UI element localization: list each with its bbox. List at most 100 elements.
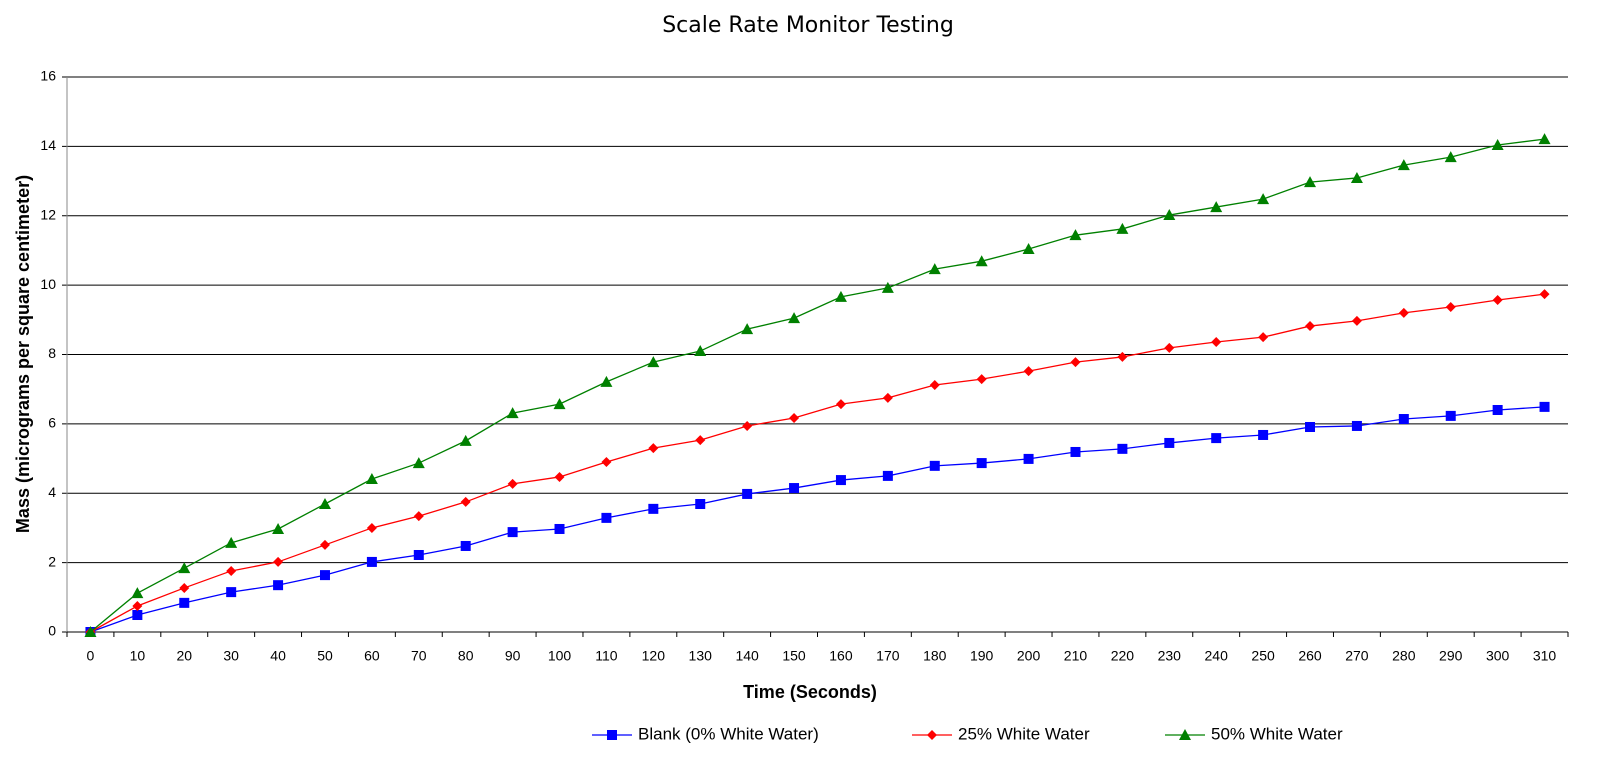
marker (1211, 433, 1222, 444)
marker (554, 523, 565, 534)
marker (600, 375, 613, 387)
marker (648, 503, 659, 514)
marker (1164, 342, 1175, 353)
marker (273, 580, 284, 591)
marker (1069, 229, 1082, 241)
marker (179, 582, 190, 593)
marker (507, 478, 518, 489)
marker (975, 255, 988, 267)
marker (835, 475, 846, 486)
marker (882, 470, 893, 481)
marker (1398, 414, 1409, 425)
marker (1305, 421, 1316, 432)
marker (131, 587, 144, 599)
marker (1023, 366, 1034, 377)
marker (507, 527, 518, 538)
marker (1116, 222, 1129, 234)
marker (1492, 405, 1503, 415)
marker (601, 512, 612, 523)
x-tick-label: 10 (130, 648, 146, 664)
x-tick-label: 110 (595, 648, 618, 664)
marker (788, 312, 801, 324)
marker (1491, 138, 1504, 150)
x-tick-label: 60 (364, 648, 380, 664)
x-tick-label: 50 (317, 648, 333, 664)
legend-label: Blank (0% White Water) (638, 724, 819, 743)
x-tick-label: 30 (223, 648, 239, 664)
marker (412, 457, 425, 469)
marker (648, 443, 659, 454)
x-tick-label: 0 (87, 648, 95, 664)
marker (929, 380, 940, 391)
marker (318, 498, 331, 510)
marker (607, 730, 617, 740)
marker (1257, 193, 1270, 205)
marker (1117, 443, 1128, 454)
x-tick-label: 90 (505, 648, 521, 664)
marker (506, 407, 519, 419)
marker (1351, 315, 1362, 326)
marker (1304, 176, 1317, 188)
y-axis-title: Mass (micrograms per square centimeter) (13, 175, 33, 533)
marker (647, 356, 660, 368)
x-tick-label: 20 (176, 648, 192, 664)
marker (1444, 151, 1457, 163)
y-tick-label: 12 (40, 206, 56, 222)
marker (1539, 401, 1550, 412)
marker (366, 522, 377, 533)
marker (225, 536, 238, 548)
x-tick-label: 70 (411, 648, 427, 664)
marker (1397, 159, 1410, 171)
series-line (90, 138, 1545, 633)
marker (226, 587, 237, 598)
marker (741, 323, 754, 335)
marker (460, 496, 471, 507)
marker (1538, 133, 1551, 145)
y-tick-label: 14 (40, 137, 56, 153)
x-tick-label: 210 (1064, 648, 1088, 664)
marker (928, 263, 941, 275)
marker (1022, 243, 1035, 255)
marker (1351, 420, 1362, 431)
y-tick-label: 8 (48, 345, 56, 361)
x-tick-label: 160 (829, 648, 853, 664)
marker (927, 730, 937, 740)
marker (84, 626, 97, 637)
marker (882, 392, 893, 403)
marker (132, 610, 143, 621)
x-tick-label: 80 (458, 648, 474, 664)
x-tick-label: 150 (782, 648, 806, 664)
x-tick-label: 140 (735, 648, 759, 664)
marker (1305, 321, 1316, 332)
marker (695, 435, 706, 446)
chart-title: Scale Rate Monitor Testing (662, 13, 954, 38)
marker (1539, 289, 1550, 300)
marker (319, 539, 330, 550)
y-tick-label: 2 (48, 553, 56, 569)
x-tick-label: 120 (642, 648, 666, 664)
marker (929, 460, 940, 471)
marker (742, 420, 753, 431)
marker (1398, 307, 1409, 318)
marker (976, 374, 987, 385)
x-tick-label: 170 (876, 648, 900, 664)
marker (226, 565, 237, 576)
marker (132, 600, 143, 611)
x-tick-label: 180 (923, 648, 947, 664)
marker (976, 458, 987, 469)
y-tick-label: 10 (40, 276, 56, 292)
marker (1492, 295, 1503, 306)
y-tick-label: 4 (48, 484, 56, 500)
marker (366, 556, 377, 567)
marker (459, 434, 472, 446)
marker (835, 399, 846, 410)
marker (178, 562, 191, 574)
marker (1164, 437, 1175, 448)
marker (881, 281, 894, 293)
x-tick-label: 230 (1158, 648, 1182, 664)
x-tick-label: 280 (1392, 648, 1416, 664)
marker (273, 556, 284, 567)
marker (179, 597, 190, 608)
marker (1445, 410, 1456, 421)
